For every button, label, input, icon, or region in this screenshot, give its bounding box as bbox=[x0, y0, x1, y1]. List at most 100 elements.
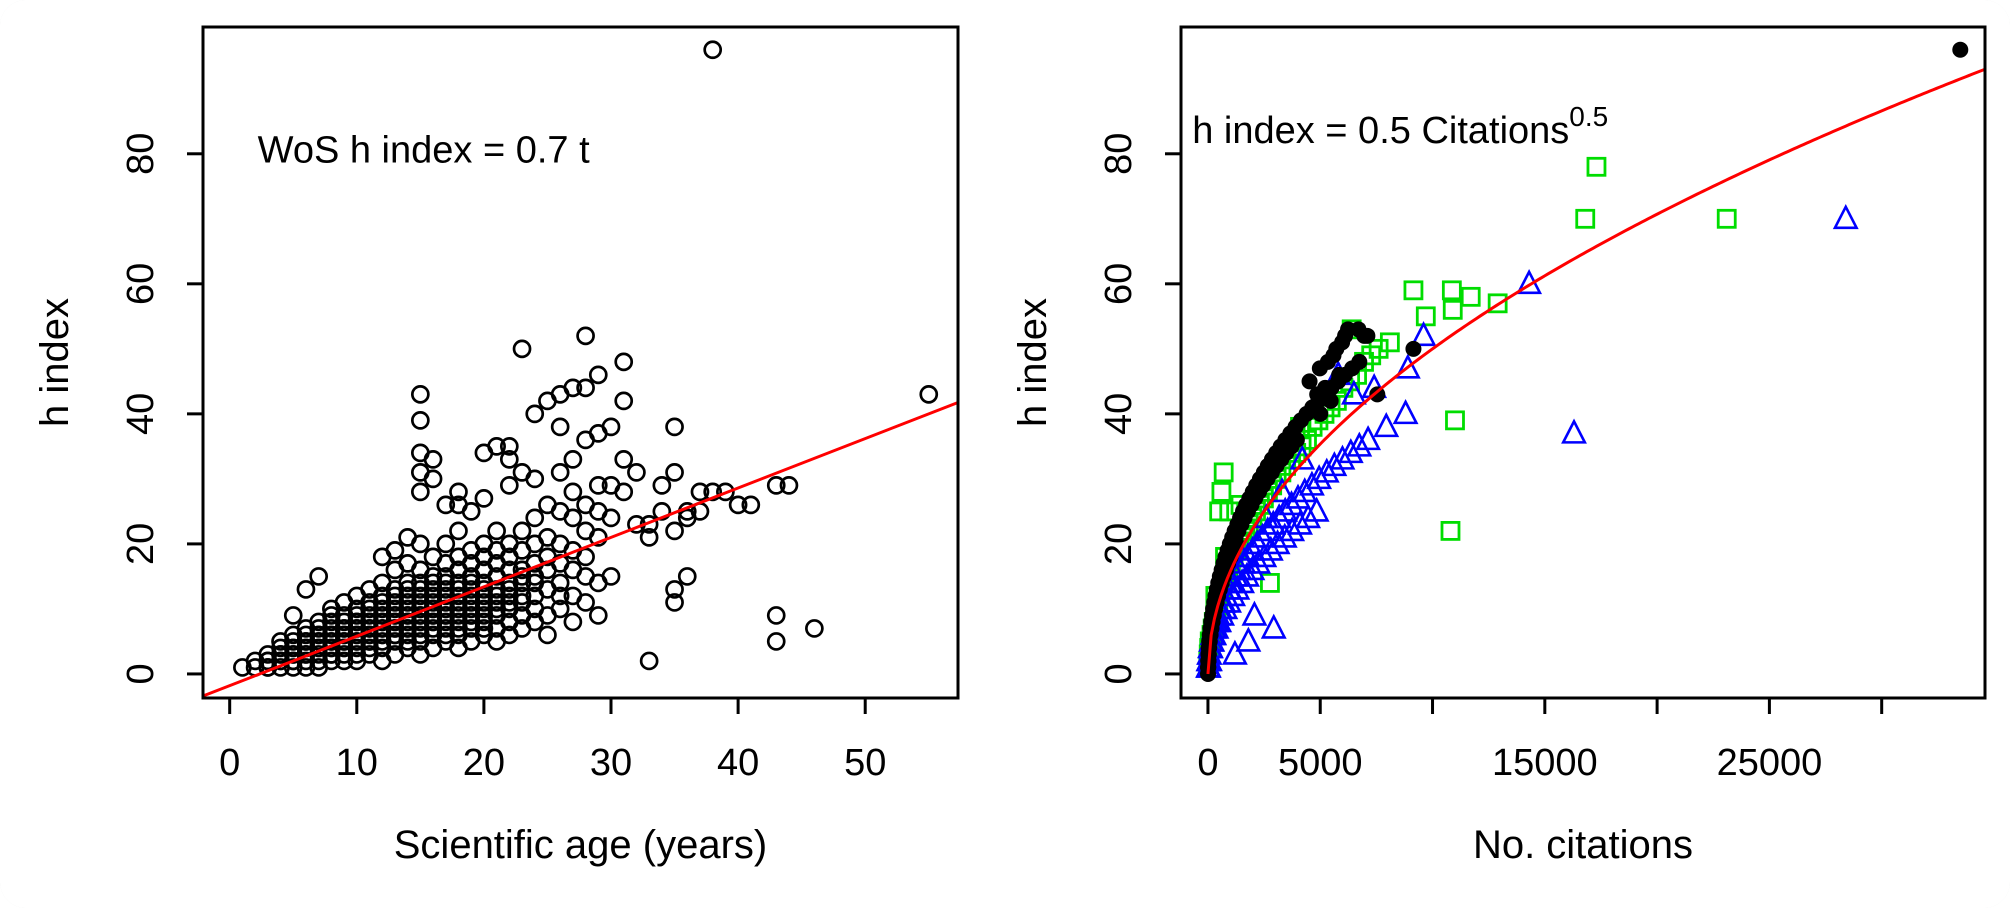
data-point-triangle-open bbox=[1410, 321, 1437, 347]
y-axis-tick-label: 80 bbox=[1098, 133, 1140, 175]
data-point-circle-open bbox=[499, 450, 519, 469]
data-point-triangle-open bbox=[1239, 555, 1266, 581]
y-axis-tick-label: 40 bbox=[120, 393, 162, 435]
data-point-circle-open bbox=[627, 463, 646, 482]
data-point-circle-open bbox=[665, 593, 684, 612]
data-point-circle-open bbox=[805, 619, 824, 638]
data-point-circle-open bbox=[665, 521, 684, 541]
data-point-circle-open bbox=[741, 495, 761, 515]
data-point-triangle-open bbox=[1245, 548, 1272, 574]
data-point-circle-filled bbox=[1952, 41, 1969, 58]
data-point-square-open bbox=[1379, 332, 1400, 353]
data-point-circle-open bbox=[576, 593, 595, 612]
data-point-circle-open bbox=[588, 606, 608, 625]
data-point-triangle-open bbox=[1298, 470, 1325, 496]
data-point-triangle-open bbox=[1279, 516, 1306, 542]
data-point-square-open bbox=[1575, 208, 1596, 229]
data-point-circle-open bbox=[601, 508, 621, 528]
data-point-circle-open bbox=[652, 502, 672, 521]
panel-right: 0 5000 15000 25000 0 20 40 60 80 No. citations h i… bbox=[1011, 25, 1987, 867]
fit-line bbox=[202, 401, 959, 698]
data-point-circle-open bbox=[283, 606, 303, 625]
data-point-square-open bbox=[1460, 286, 1481, 307]
data-point-triangle-open bbox=[1394, 353, 1421, 379]
data-point-circle-filled bbox=[1405, 340, 1422, 357]
data-point-circle-open bbox=[601, 417, 621, 437]
data-point-circle-open bbox=[474, 489, 494, 508]
data-point-circle-open bbox=[703, 40, 723, 60]
data-point-circle-open bbox=[550, 417, 570, 437]
data-point-circle-filled bbox=[1369, 386, 1386, 403]
data-point-circle-open bbox=[410, 411, 430, 430]
y-axis-tick-label: 40 bbox=[1098, 393, 1140, 435]
data-point-triangle-open bbox=[1340, 379, 1367, 405]
plot-box bbox=[1179, 25, 1987, 700]
fit-equation-superscript: 0.5 bbox=[1569, 101, 1608, 132]
data-point-triangle-open bbox=[1355, 425, 1382, 451]
data-point-circle-open bbox=[677, 567, 697, 586]
data-point-circle-open bbox=[563, 482, 583, 502]
data-point-circle-open bbox=[436, 495, 456, 515]
data-point-circle-open bbox=[690, 482, 710, 502]
data-point-circle-open bbox=[487, 437, 506, 456]
data-point-circle-open bbox=[423, 469, 443, 489]
data-point-circle-open bbox=[487, 521, 506, 541]
data-point-square-open bbox=[1440, 521, 1461, 541]
data-point-circle-open bbox=[436, 534, 456, 554]
x-axis-tick-label: 0 bbox=[219, 742, 240, 784]
data-point-triangle-open bbox=[1254, 516, 1281, 542]
data-point-triangle-open bbox=[1287, 509, 1313, 535]
data-point-triangle-open bbox=[1272, 496, 1299, 522]
x-axis-tick-label: 20 bbox=[463, 742, 505, 784]
data-point-circle-open bbox=[550, 463, 570, 482]
data-point-circle-filled bbox=[1351, 353, 1368, 370]
data-point-triangle-open bbox=[1229, 568, 1256, 594]
data-point-circle-open bbox=[766, 476, 786, 495]
data-point-triangle-open bbox=[1234, 561, 1260, 587]
data-point-triangle-open bbox=[1257, 535, 1284, 561]
data-point-circle-open bbox=[512, 586, 532, 606]
fit-equation-annotation: WoS h index = 0.7 t bbox=[258, 130, 590, 172]
data-point-circle-open bbox=[576, 547, 595, 567]
data-point-circle-open bbox=[550, 586, 570, 606]
data-point-square-open bbox=[1213, 462, 1234, 483]
data-point-circle-open bbox=[525, 469, 545, 489]
y-axis-tick-label: 20 bbox=[120, 523, 162, 565]
data-point-circle-open bbox=[410, 482, 430, 502]
panel-left: 0 10 20 30 40 50 0 20 40 60 80 Scientific age (year… bbox=[33, 25, 960, 867]
x-axis-title: Scientific age (years) bbox=[394, 823, 767, 867]
data-point-square-open bbox=[1415, 306, 1436, 327]
data-point-circle-open bbox=[588, 365, 608, 385]
data-point-circle-open bbox=[309, 567, 329, 586]
data-point-circle-open bbox=[576, 378, 595, 398]
data-point-circle-open bbox=[550, 573, 570, 593]
data-point-triangle-open bbox=[1373, 412, 1400, 438]
data-point-circle-open bbox=[728, 495, 748, 515]
data-point-triangle-open bbox=[1329, 444, 1356, 470]
data-point-triangle-open bbox=[1392, 399, 1419, 425]
fit-equation-text: h index = 0.5 Citations bbox=[1192, 110, 1569, 152]
data-point-triangle-open bbox=[1321, 451, 1348, 477]
y-axis-tick-label: 80 bbox=[120, 133, 162, 175]
y-axis-title: h index bbox=[1011, 298, 1055, 427]
data-point-square-open bbox=[1442, 299, 1463, 320]
data-point-circle-open bbox=[665, 463, 684, 482]
y-axis-tick-label: 60 bbox=[1098, 263, 1140, 305]
data-point-triangle-open bbox=[1295, 503, 1322, 529]
data-point-square-open bbox=[1445, 410, 1465, 431]
plot-box bbox=[201, 25, 960, 700]
data-point-circle-open bbox=[550, 599, 570, 619]
data-point-triangle-open bbox=[1260, 613, 1287, 639]
data-point-circle-open bbox=[410, 534, 430, 554]
data-point-triangle-open bbox=[1285, 483, 1311, 509]
series-open-circles bbox=[233, 40, 939, 677]
x-axis-tick-label: 10 bbox=[336, 742, 378, 784]
data-point-triangle-open bbox=[1313, 457, 1340, 483]
data-point-triangle-open bbox=[1251, 542, 1278, 568]
data-point-circle-open bbox=[423, 450, 443, 469]
data-point-circle-open bbox=[919, 385, 939, 404]
x-axis-tick-label: 30 bbox=[590, 742, 632, 784]
data-point-circle-open bbox=[499, 476, 519, 495]
data-point-circle-open bbox=[614, 482, 634, 502]
